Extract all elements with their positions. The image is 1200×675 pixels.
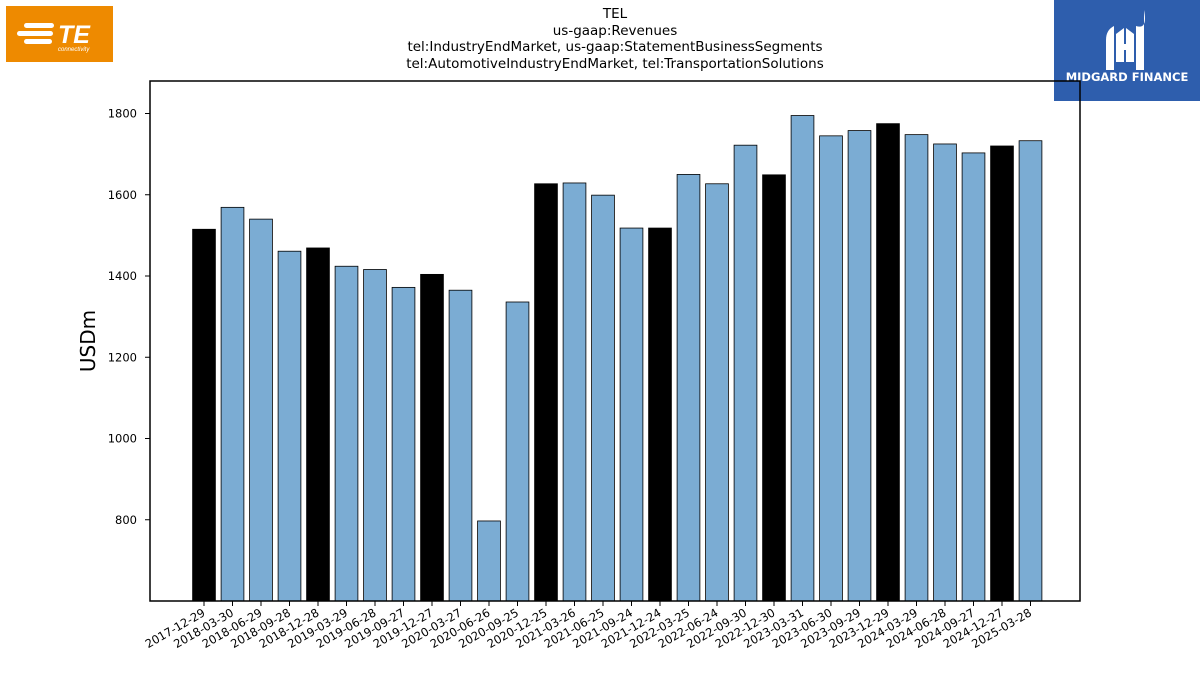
y-axis: 800 1000 1200 1400 1600 1800 (108, 107, 150, 527)
bar-2018-09-28 (277, 250, 302, 602)
bars-group (192, 115, 1043, 602)
bar-2024-09-27 (961, 152, 986, 602)
y-tick-label: 1200 (108, 350, 137, 364)
chart-title: TEL us-gaap:Revenues tel:IndustryEndMark… (350, 6, 880, 72)
bar-2021-03-26 (562, 182, 587, 602)
title-line-axis: tel:IndustryEndMarket, us-gaap:Statement… (407, 39, 823, 55)
bar-2024-06-28 (933, 143, 957, 602)
y-tick-label: 800 (115, 513, 137, 527)
bar-2024-03-29 (904, 134, 929, 602)
bar-2022-03-25 (676, 174, 701, 602)
bar-2023-03-31 (790, 115, 815, 602)
bar-2022-12-30 (762, 174, 786, 602)
x-axis: 2017-12-292018-03-302018-06-292018-09-28… (143, 601, 1034, 651)
bar-2017-12-29 (192, 228, 216, 602)
te-logo-stripe-icon (24, 39, 52, 44)
bar-2020-09-25 (505, 301, 530, 602)
midgard-finance-logo: MIDGARD FINANCE (1054, 0, 1200, 101)
bar-2019-12-27 (420, 273, 444, 602)
bar-2021-06-25 (591, 194, 615, 602)
bar-2023-09-29 (847, 130, 872, 602)
midgard-logo-text: MIDGARD FINANCE (1066, 70, 1189, 84)
y-tick-label: 1800 (108, 107, 137, 121)
bar-2024-12-27 (990, 145, 1014, 602)
bar-2022-06-24 (705, 183, 729, 602)
y-tick-label: 1600 (108, 188, 137, 202)
bar-2021-09-24 (619, 227, 644, 602)
bar-2025-03-28 (1018, 140, 1043, 602)
title-line-concept: us-gaap:Revenues (552, 22, 678, 39)
y-tick-label: 1000 (108, 432, 137, 446)
te-logo-stripe-icon (24, 23, 54, 28)
plot-frame (149, 80, 1081, 602)
bar-2018-06-29 (249, 218, 273, 602)
bar-2022-09-30 (733, 144, 758, 602)
bar-2019-09-27 (391, 286, 416, 602)
bar-2023-12-29 (876, 123, 900, 602)
te-logo-text: TE (58, 21, 91, 49)
bar-2023-06-30 (819, 135, 843, 602)
bar-2020-03-27 (448, 289, 473, 602)
te-connectivity-logo: TE connectivity (6, 6, 113, 62)
te-logo-stripe-icon (17, 31, 53, 36)
y-tick-label: 1400 (108, 269, 137, 283)
te-logo-subtext: connectivity (58, 47, 90, 53)
bar-2020-06-26 (477, 520, 501, 602)
bar-2019-06-28 (363, 269, 387, 602)
bar-2020-12-25 (534, 183, 558, 602)
bar-2021-12-24 (648, 227, 672, 602)
title-line-members: tel:AutomotiveIndustryEndMarket, tel:Tra… (406, 55, 824, 72)
title-line-ticker: TEL (602, 6, 628, 22)
y-axis-label: USDm (76, 310, 100, 372)
bar-2019-03-29 (334, 265, 359, 602)
midgard-logo-graphic: MIDGARD FINANCE (1054, 0, 1200, 101)
te-logo-graphic: TE connectivity (6, 6, 113, 62)
bar-2018-12-28 (306, 247, 330, 602)
bar-2018-03-30 (220, 206, 245, 602)
midgard-m-icon (1106, 10, 1145, 70)
